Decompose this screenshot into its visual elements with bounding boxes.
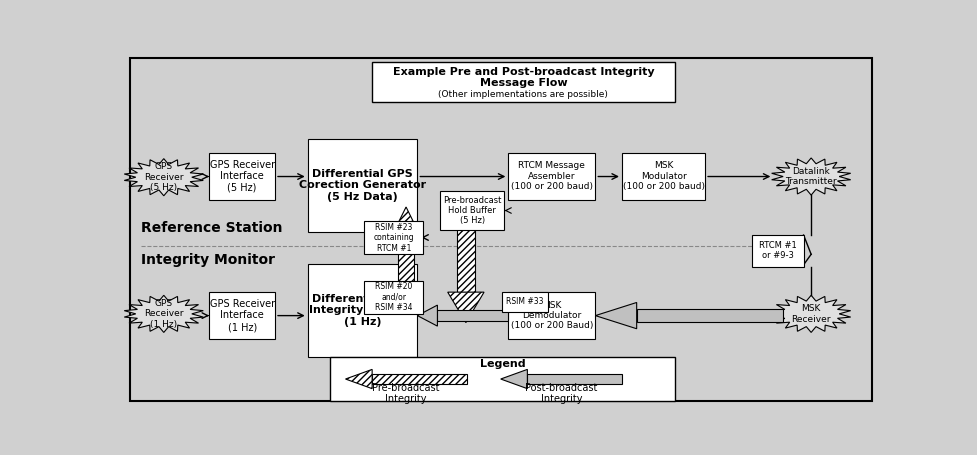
FancyBboxPatch shape: [308, 139, 417, 232]
FancyBboxPatch shape: [752, 235, 803, 267]
Text: GPS Receiver
Interface
(1 Hz): GPS Receiver Interface (1 Hz): [210, 299, 275, 332]
Text: Reference Station: Reference Station: [141, 221, 282, 235]
Text: RSIM #33: RSIM #33: [506, 298, 543, 307]
Polygon shape: [124, 295, 203, 333]
FancyBboxPatch shape: [308, 264, 417, 357]
FancyBboxPatch shape: [508, 292, 595, 339]
Text: GPS
Receiver
(5 Hz): GPS Receiver (5 Hz): [144, 162, 184, 192]
FancyBboxPatch shape: [364, 281, 423, 314]
Text: Differential GPS
Corection Generator
(5 Hz Data): Differential GPS Corection Generator (5 …: [299, 168, 426, 202]
Text: GPS
Receiver
(1 Hz): GPS Receiver (1 Hz): [144, 299, 184, 329]
Bar: [457, 221, 475, 292]
Polygon shape: [772, 158, 851, 195]
Text: RTCM #1
or #9-3: RTCM #1 or #9-3: [759, 241, 796, 261]
Text: Pre-broadcast
Integrity: Pre-broadcast Integrity: [372, 383, 440, 404]
Text: Pre-broadcast
Hold Buffer
(5 Hz): Pre-broadcast Hold Buffer (5 Hz): [444, 196, 501, 225]
Text: Legend: Legend: [480, 359, 526, 369]
Text: MSK
Demodulator
(100 or 200 Baud): MSK Demodulator (100 or 200 Baud): [511, 301, 593, 330]
FancyBboxPatch shape: [130, 58, 871, 401]
Text: Post-broadcast
Integrity: Post-broadcast Integrity: [525, 383, 598, 404]
Text: Datalink
Transmitter: Datalink Transmitter: [786, 167, 837, 186]
Polygon shape: [772, 295, 851, 333]
Text: Integrity Monitor: Integrity Monitor: [141, 253, 276, 267]
FancyBboxPatch shape: [209, 153, 276, 200]
FancyBboxPatch shape: [440, 191, 504, 230]
Text: GPS Receiver
Interface
(5 Hz): GPS Receiver Interface (5 Hz): [210, 160, 275, 193]
Text: MSK
Modulator
(100 or 200 baud): MSK Modulator (100 or 200 baud): [622, 162, 704, 191]
Text: RTCM Message
Assembler
(100 or 200 baud): RTCM Message Assembler (100 or 200 baud): [511, 162, 593, 191]
Bar: [528, 374, 622, 384]
Polygon shape: [595, 303, 637, 329]
FancyBboxPatch shape: [622, 153, 705, 200]
Bar: [399, 238, 413, 308]
Text: Message Flow: Message Flow: [480, 77, 568, 87]
Polygon shape: [124, 159, 203, 196]
Text: MSK
Receiver: MSK Receiver: [791, 304, 830, 324]
FancyBboxPatch shape: [508, 153, 595, 200]
Bar: [372, 374, 467, 384]
Text: RSIM #20
and/or
RSIM #34: RSIM #20 and/or RSIM #34: [375, 282, 412, 312]
Polygon shape: [501, 369, 528, 389]
FancyBboxPatch shape: [330, 357, 675, 401]
Text: Example Pre and Post-broadcast Integrity: Example Pre and Post-broadcast Integrity: [393, 67, 655, 77]
Polygon shape: [447, 292, 484, 323]
FancyBboxPatch shape: [209, 292, 276, 339]
FancyBboxPatch shape: [372, 61, 675, 102]
Bar: [637, 309, 784, 323]
Polygon shape: [346, 369, 372, 389]
Polygon shape: [417, 305, 438, 326]
Text: RSIM #23
containing
RTCM #1: RSIM #23 containing RTCM #1: [373, 223, 414, 253]
Text: Differential GPS
Integrity Monitor
(1 Hz): Differential GPS Integrity Monitor (1 Hz…: [309, 293, 416, 327]
Bar: [438, 310, 508, 321]
Text: (Other implementations are possible): (Other implementations are possible): [439, 90, 609, 99]
FancyBboxPatch shape: [364, 221, 423, 254]
Polygon shape: [391, 207, 421, 238]
FancyBboxPatch shape: [502, 292, 548, 312]
